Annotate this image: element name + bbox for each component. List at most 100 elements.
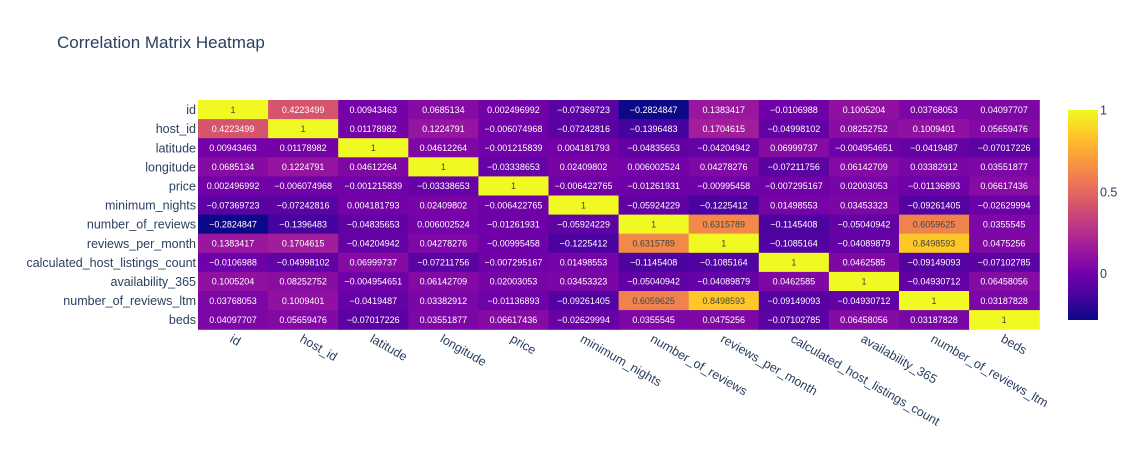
cell-label: 1: [581, 200, 586, 210]
heatmap-cell: [548, 233, 620, 254]
y-tick-label: reviews_per_month: [87, 237, 196, 251]
heatmap-cell: [408, 157, 479, 177]
heatmap-cell: [268, 271, 339, 292]
cell-label: 0.6315789: [702, 219, 745, 229]
cell-label: 0.06142709: [420, 277, 468, 287]
heatmap-cell: [198, 271, 269, 292]
cell-label: −0.04998102: [277, 258, 330, 268]
heatmap-cell: [268, 157, 339, 177]
cell-label: −0.02629994: [557, 315, 610, 325]
cell-label: −0.07017226: [978, 143, 1031, 153]
heatmap-cell: [899, 195, 970, 216]
cell-label: 0.03382912: [910, 162, 958, 172]
cell-label: 0.0462585: [843, 258, 886, 268]
cell-label: 0.01498553: [560, 258, 608, 268]
y-tick-label: id: [186, 103, 196, 117]
heatmap-cell: [899, 271, 970, 292]
heatmap-cell: [688, 119, 760, 139]
heatmap-cell: [688, 100, 760, 120]
cell-label: 1: [721, 238, 726, 248]
cell-label: 0.1009401: [282, 296, 325, 306]
heatmap-cell: [338, 233, 409, 254]
cell-label: −0.05924229: [627, 200, 680, 210]
heatmap-cell: [618, 157, 690, 177]
heatmap-cell: [758, 195, 830, 216]
heatmap-cell: [969, 100, 1040, 120]
heatmap-cell: [408, 195, 479, 216]
heatmap-cell: [828, 291, 900, 311]
heatmap-cell: [758, 138, 830, 158]
cell-label: −0.05040942: [627, 277, 680, 287]
cell-label: 0.01498553: [770, 200, 818, 210]
cell-label: 0.4223499: [212, 124, 255, 134]
heatmap-cell: [969, 252, 1040, 273]
cell-label: −0.006422765: [555, 181, 613, 191]
heatmap-cell: [408, 291, 479, 311]
heatmap-cell: [758, 157, 830, 177]
cell-label: −0.01136893: [487, 296, 539, 306]
cell-label: 1: [651, 219, 656, 229]
heatmap-cell: [899, 100, 970, 120]
heatmap-cell: [478, 233, 550, 254]
cell-label: −0.07369723: [207, 200, 260, 210]
cell-label: −0.1225412: [700, 200, 748, 210]
cell-label: −0.09261405: [557, 296, 610, 306]
cell-label: −0.03338653: [417, 181, 470, 191]
cell-label: 1: [231, 105, 236, 115]
heatmap-cell: [969, 138, 1040, 158]
heatmap-cell: [338, 157, 409, 177]
heatmap-cell: [969, 157, 1040, 177]
cell-label: 1: [861, 277, 866, 287]
cell-label: 0.04097707: [980, 105, 1028, 115]
cell-label: 0.02003053: [490, 277, 538, 287]
x-tick-label: beds: [999, 332, 1029, 358]
heatmap-cell: [338, 119, 409, 139]
heatmap-cell: [408, 271, 479, 292]
cell-label: −0.04204942: [347, 238, 400, 248]
cell-label: 1: [511, 181, 516, 191]
heatmap-cell: [268, 195, 339, 216]
x-tick-label: longitude: [438, 332, 489, 370]
heatmap-cell: [618, 176, 690, 197]
cell-label: −0.006074968: [274, 181, 332, 191]
heatmap-cell: [618, 119, 690, 139]
heatmap-cell: [478, 119, 550, 139]
heatmap-cell: [268, 233, 339, 254]
cell-label: −0.07102785: [767, 315, 820, 325]
heatmap-cell: [969, 233, 1040, 254]
cell-label: −0.04930712: [908, 277, 961, 287]
cell-label: −0.1145408: [630, 258, 677, 268]
heatmap-cell: [478, 100, 550, 120]
cell-label: 0.03768053: [209, 296, 257, 306]
heatmap-cell: [899, 291, 970, 311]
heatmap-cell: [688, 252, 760, 273]
cell-label: 0.06617436: [490, 315, 538, 325]
cell-label: 1: [441, 162, 446, 172]
cell-label: −0.001215839: [344, 181, 402, 191]
x-tick-label: latitude: [368, 332, 410, 364]
cell-label: −0.1085164: [700, 258, 748, 268]
cell-label: −0.1396483: [630, 124, 678, 134]
cell-label: −0.1225412: [560, 238, 608, 248]
cell-label: 0.03768053: [910, 105, 958, 115]
heatmap-cell: [198, 100, 269, 120]
heatmap-cell: [969, 119, 1040, 139]
y-tick-label: minimum_nights: [105, 199, 196, 213]
heatmap-cell: [688, 157, 760, 177]
heatmap-cell: [478, 291, 550, 311]
cell-label: 0.03187828: [910, 315, 958, 325]
cell-label: 0.01178982: [280, 143, 327, 153]
cell-label: 1: [932, 296, 937, 306]
heatmap-cell: [338, 138, 409, 158]
cell-label: 0.06617436: [980, 181, 1028, 191]
heatmap-cell: [548, 291, 620, 311]
cell-label: −0.0419487: [349, 296, 397, 306]
heatmap-cell: [198, 233, 269, 254]
heatmap-cell: [618, 100, 690, 120]
heatmap-cell: [688, 271, 760, 292]
cell-label: 0.6059625: [632, 296, 675, 306]
heatmap-cell: [338, 291, 409, 311]
heatmap-cell: [618, 138, 690, 158]
heatmap-cell: [828, 233, 900, 254]
